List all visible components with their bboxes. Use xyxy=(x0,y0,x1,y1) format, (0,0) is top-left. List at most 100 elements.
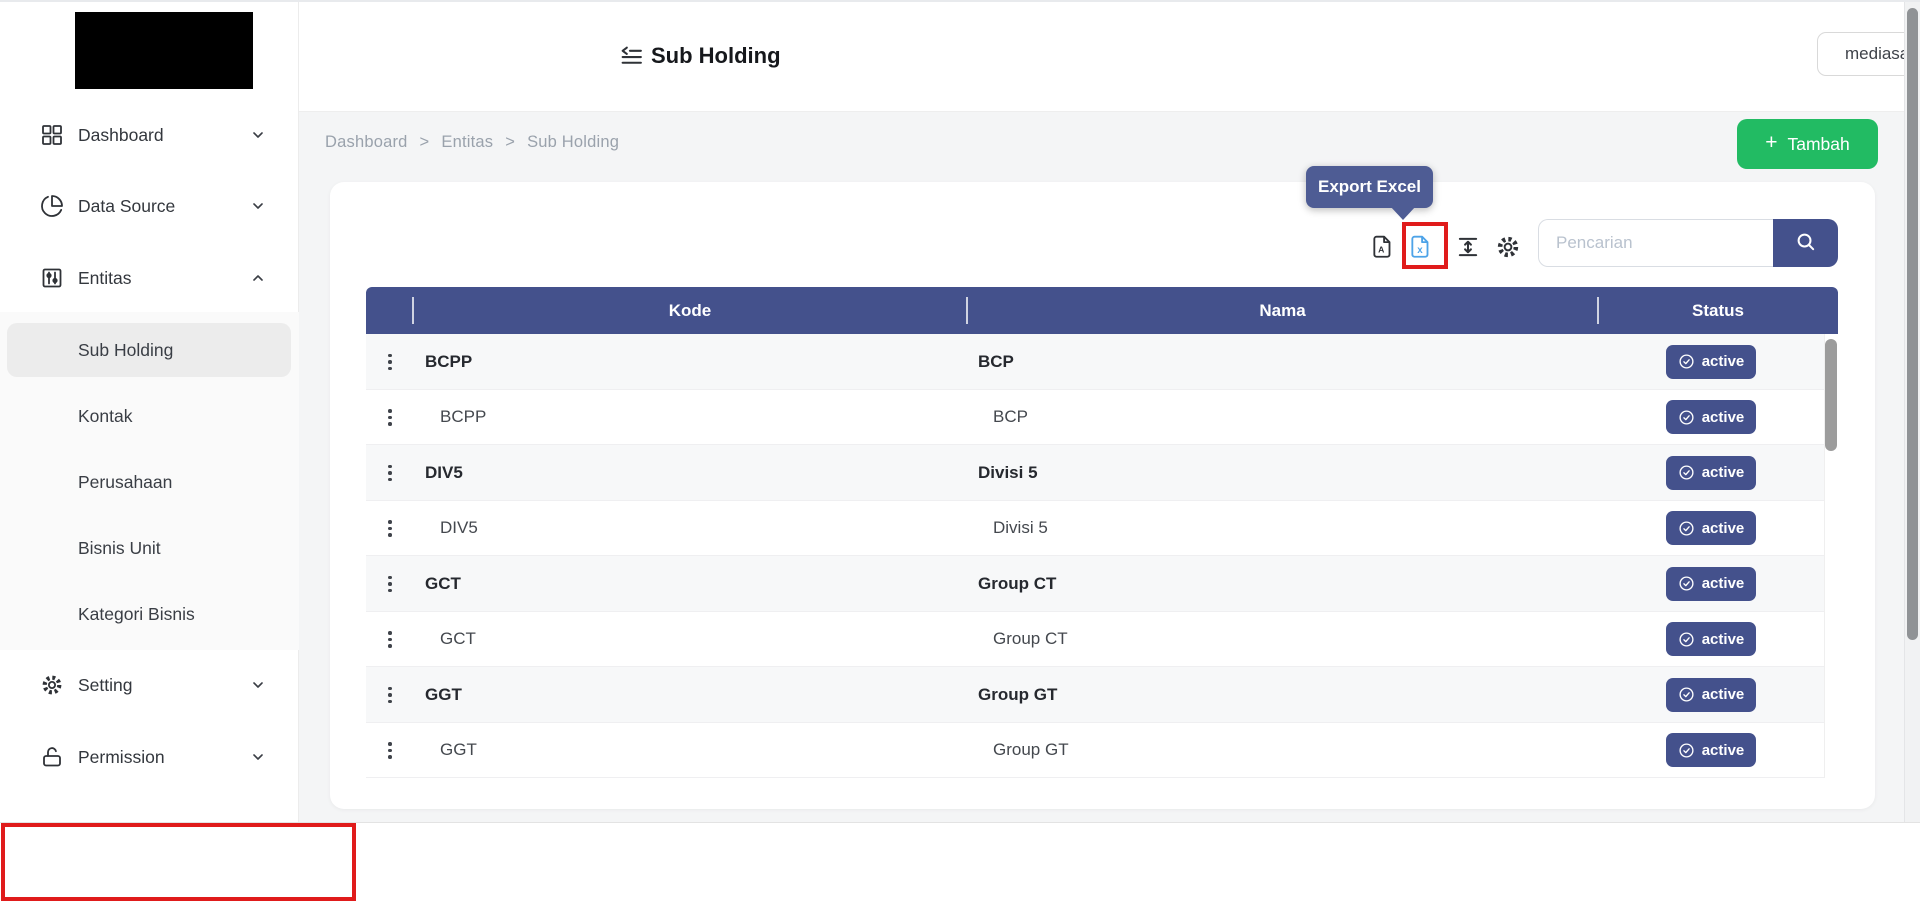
sidebar: Dashboard Data Source Entitas Sub Holdin… xyxy=(0,2,299,822)
check-circle-icon xyxy=(1678,520,1695,537)
breadcrumb: Dashboard > Entitas > Sub Holding xyxy=(325,133,619,152)
check-circle-icon xyxy=(1678,631,1695,648)
cell-nama: BCP xyxy=(993,407,1028,427)
status-badge: active xyxy=(1666,400,1756,435)
cell-kode: BCPP xyxy=(425,351,473,371)
header-divider xyxy=(966,297,968,324)
page-scrollbar-thumb[interactable] xyxy=(1907,8,1918,640)
check-circle-icon xyxy=(1678,464,1695,481)
export-pdf-icon[interactable]: A xyxy=(1370,234,1396,260)
check-circle-icon xyxy=(1678,575,1695,592)
add-button-label: Tambah xyxy=(1787,133,1850,154)
sidebar-submenu: Sub Holding Kontak Perusahaan Bisnis Unit Ka… xyxy=(0,312,299,650)
row-menu-button[interactable] xyxy=(378,501,402,557)
column-header-status: Status xyxy=(1692,300,1744,320)
table-row: DIV5 Divisi 5 active xyxy=(366,500,1838,557)
sidebar-item-setting[interactable]: Setting xyxy=(0,660,299,710)
row-menu-button[interactable] xyxy=(378,612,402,668)
sidebar-item-entitas[interactable]: Entitas xyxy=(0,253,299,303)
sidebar-subitem-label: Kontak xyxy=(78,405,133,426)
status-badge-label: active xyxy=(1701,686,1745,704)
row-menu-button[interactable] xyxy=(378,445,402,501)
downloads-bar: X sub_holding.xlsx Show all xyxy=(0,822,1920,903)
cell-kode: GCT xyxy=(425,573,461,593)
table-row: GCT Group CT active xyxy=(366,611,1838,668)
app-logo xyxy=(75,12,253,89)
table-row: GGT Group GT active xyxy=(366,667,1838,723)
unlock-icon xyxy=(40,745,64,769)
data-table: Kode Nama Status BCPP BCP active BCPP xyxy=(366,287,1838,778)
table-row: DIV5 Divisi 5 active xyxy=(366,445,1838,501)
breadcrumb-item-entitas[interactable]: Entitas xyxy=(441,133,494,151)
tenant-select-value: mediasarana xyxy=(1845,44,1920,63)
chevron-up-icon xyxy=(250,270,266,286)
row-menu-button[interactable] xyxy=(378,667,402,723)
breadcrumb-item-dashboard[interactable]: Dashboard xyxy=(325,133,408,151)
status-badge: active xyxy=(1666,733,1756,768)
row-menu-button[interactable] xyxy=(378,390,402,446)
status-badge-label: active xyxy=(1701,630,1745,648)
gear-icon xyxy=(40,673,64,697)
line-height-icon[interactable] xyxy=(1455,234,1481,260)
table-scrollbar-thumb[interactable] xyxy=(1825,339,1837,451)
add-button[interactable]: + Tambah xyxy=(1737,119,1878,169)
table-row: BCPP BCP active xyxy=(366,334,1838,390)
status-badge: active xyxy=(1666,511,1756,546)
status-badge-label: active xyxy=(1701,464,1745,482)
header-divider xyxy=(412,297,414,324)
status-badge: active xyxy=(1666,622,1756,657)
sidebar-subitem-label: Bisnis Unit xyxy=(78,537,161,558)
sidebar-subitem-kontak[interactable]: Kontak xyxy=(0,383,299,449)
table-row: GCT Group CT active xyxy=(366,556,1838,612)
cell-kode: DIV5 xyxy=(425,462,463,482)
sidebar-item-label: Entitas xyxy=(78,267,132,288)
sidebar-subitem-bisnis-unit[interactable]: Bisnis Unit xyxy=(0,515,299,581)
sidebar-subitem-label: Sub Holding xyxy=(78,339,174,360)
cell-kode: DIV5 xyxy=(440,518,478,538)
cell-nama: Group GT xyxy=(993,740,1069,760)
column-header-nama: Nama xyxy=(1259,300,1306,320)
page-title: Sub Holding xyxy=(651,43,781,68)
breadcrumb-separator: > xyxy=(505,133,516,151)
sidebar-item-dashboard[interactable]: Dashboard xyxy=(0,110,299,160)
pie-chart-icon xyxy=(40,194,64,218)
sidebar-collapse-icon[interactable] xyxy=(619,44,644,69)
chevron-down-icon xyxy=(250,749,266,765)
check-circle-icon xyxy=(1678,353,1695,370)
sidebar-item-label: Data Source xyxy=(78,195,176,216)
cell-kode: GGT xyxy=(425,684,462,704)
sidebar-subitem-perusahaan[interactable]: Perusahaan xyxy=(0,449,299,515)
status-badge-label: active xyxy=(1701,575,1745,593)
status-badge: active xyxy=(1666,455,1756,490)
chevron-down-icon xyxy=(250,127,266,143)
sidebar-item-data-source[interactable]: Data Source xyxy=(0,181,299,231)
tooltip-tail xyxy=(1390,206,1416,220)
chevron-down-icon xyxy=(250,677,266,693)
sidebar-subitem-label: Perusahaan xyxy=(78,471,173,492)
sidebar-subitem-kategori-bisnis[interactable]: Kategori Bisnis xyxy=(0,581,299,647)
row-menu-button[interactable] xyxy=(378,556,402,612)
plus-icon: + xyxy=(1765,131,1778,154)
chevron-down-icon xyxy=(250,198,266,214)
table-settings-gear-icon[interactable] xyxy=(1495,234,1521,260)
row-menu-button[interactable] xyxy=(378,723,402,779)
status-badge-label: active xyxy=(1701,408,1745,426)
cell-kode: GCT xyxy=(440,629,476,649)
search-button[interactable] xyxy=(1773,219,1838,267)
search-input[interactable] xyxy=(1538,219,1773,267)
status-badge-label: active xyxy=(1701,519,1745,537)
sidebar-subitem-label: Kategori Bisnis xyxy=(78,603,195,624)
grid-icon xyxy=(40,123,64,147)
tenant-select[interactable]: mediasarana xyxy=(1817,32,1920,76)
sidebar-item-label: Dashboard xyxy=(78,124,164,145)
export-excel-icon[interactable]: x xyxy=(1408,234,1434,260)
cell-nama: Divisi 5 xyxy=(993,518,1048,538)
sidebar-subitem-sub-holding[interactable]: Sub Holding xyxy=(0,317,299,383)
status-badge: active xyxy=(1666,344,1756,379)
row-menu-button[interactable] xyxy=(378,334,402,390)
sidebar-item-permission[interactable]: Permission xyxy=(0,732,299,782)
breadcrumb-separator: > xyxy=(419,133,430,151)
status-badge: active xyxy=(1666,677,1756,712)
sidebar-item-label: Setting xyxy=(78,674,133,695)
check-circle-icon xyxy=(1678,409,1695,426)
